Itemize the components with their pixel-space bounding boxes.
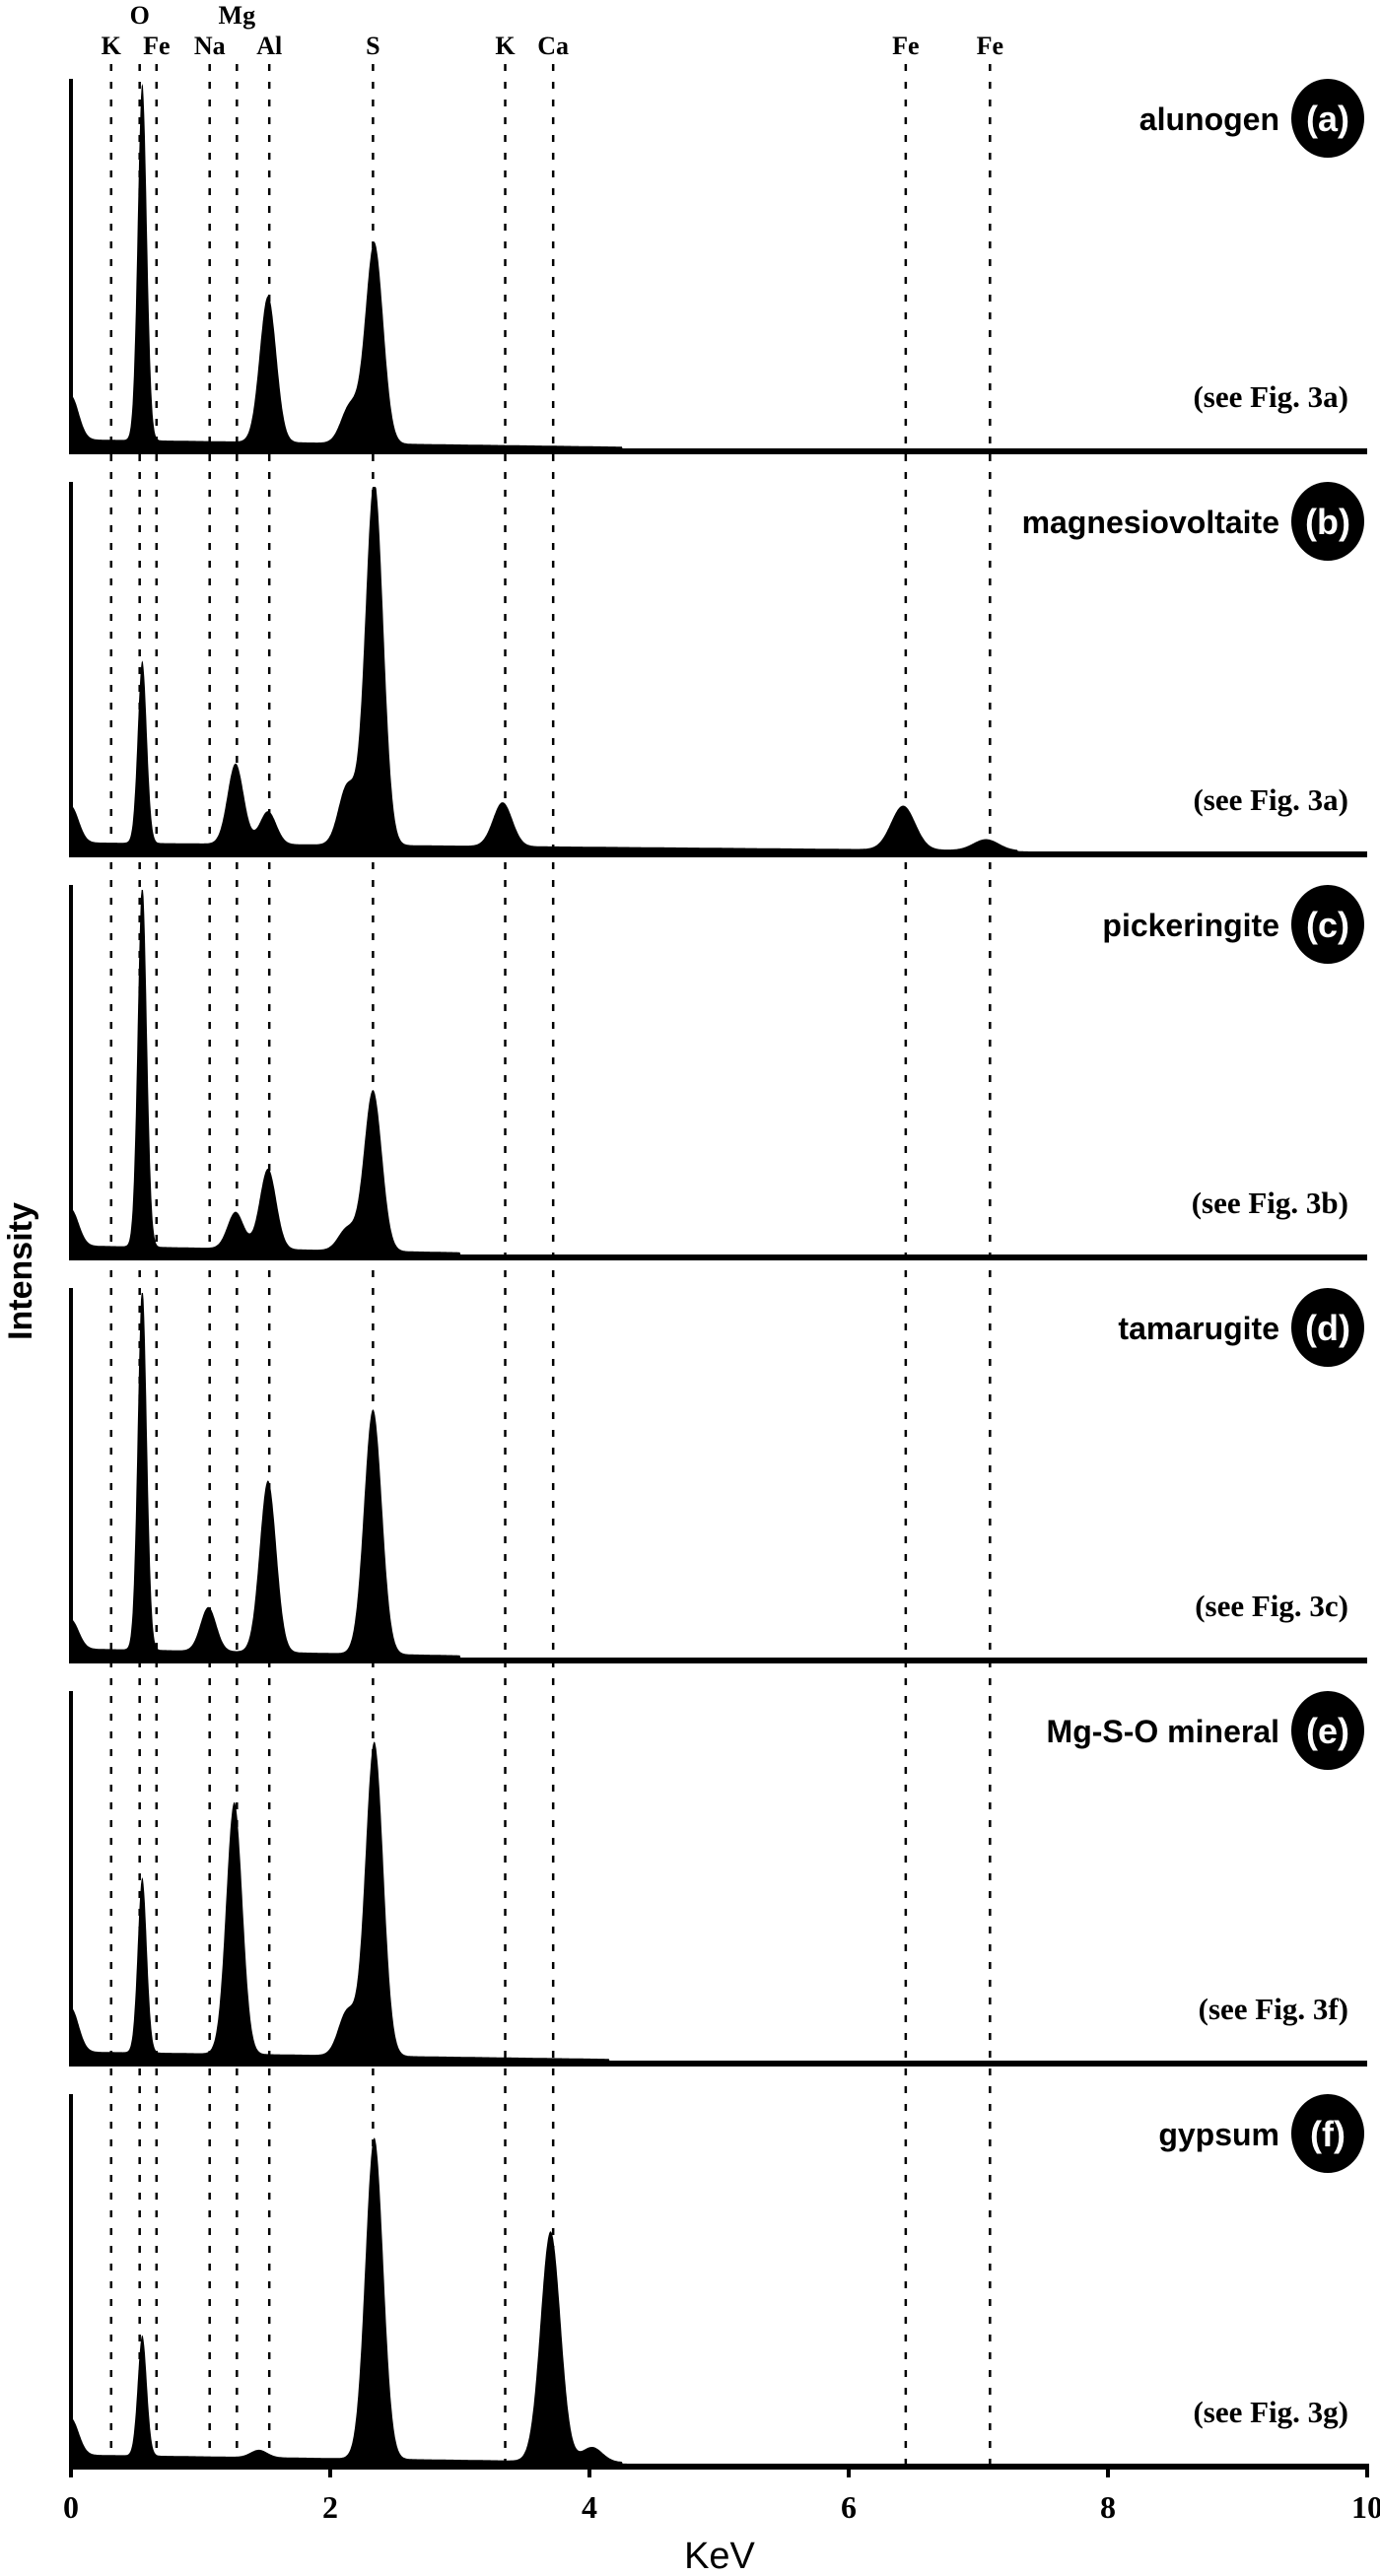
panel-d: tamarugite (d) (see Fig. 3c) — [69, 1288, 1367, 1663]
panel-badge — [1291, 482, 1364, 561]
spectrum-tamarugite — [71, 1293, 1367, 1663]
element-label-k: K — [102, 32, 122, 60]
element-label-fe: Fe — [892, 32, 919, 60]
x-tick-label: 4 — [582, 2489, 597, 2525]
panel-c: pickeringite (c) (see Fig. 3b) — [69, 885, 1367, 1260]
panel-badge — [1291, 1288, 1364, 1367]
panel-letter: (a) — [1306, 99, 1349, 139]
mineral-name: Mg-S-O mineral — [1047, 1714, 1279, 1749]
element-label-ca: Ca — [537, 32, 569, 60]
x-tick-label: 8 — [1100, 2489, 1116, 2525]
spectrum-mg-s-o-mineral — [71, 1741, 1367, 2067]
y-axis-label: Intensity — [2, 1202, 39, 1340]
spectra-panels: alunogen (a)(see Fig. 3a)magnesiovoltaite… — [69, 79, 1367, 2470]
mineral-name: gypsum — [1158, 2117, 1279, 2152]
panel-letter: (c) — [1306, 905, 1349, 945]
element-label-mg: Mg — [219, 1, 256, 30]
mineral-name: alunogen — [1139, 102, 1279, 137]
panel-e: Mg-S-O mineral (e) (see Fig. 3f) — [69, 1691, 1367, 2067]
figure-reference: (see Fig. 3c) — [1195, 1589, 1348, 1623]
element-label-al: Al — [256, 32, 282, 60]
x-tick-label: 2 — [322, 2489, 338, 2525]
panel-badge — [1291, 79, 1364, 158]
x-axis-label: KeV — [684, 2536, 755, 2576]
element-label-s: S — [366, 32, 380, 60]
figure-reference: (see Fig. 3g) — [1193, 2395, 1348, 2429]
panel-badge — [1291, 1691, 1364, 1770]
spectrum-alunogen — [71, 84, 1367, 454]
panel-b: magnesiovoltaite (b) (see Fig. 3a) — [69, 482, 1367, 857]
mineral-name: pickeringite — [1102, 908, 1279, 943]
figure-reference: (see Fig. 3a) — [1193, 782, 1348, 817]
element-label-na: Na — [194, 32, 226, 60]
x-tick-label: 0 — [63, 2489, 79, 2525]
panel-letter: (d) — [1305, 1308, 1350, 1348]
figure-reference: (see Fig. 3f) — [1199, 1992, 1348, 2026]
panel-a: alunogen (a) (see Fig. 3a) — [69, 79, 1367, 454]
spectrum-gypsum — [71, 2137, 1367, 2470]
x-tick-label: 6 — [841, 2489, 857, 2525]
figure-reference: (see Fig. 3b) — [1192, 1186, 1348, 1220]
panel-f: gypsum (f) (see Fig. 3g) — [69, 2094, 1367, 2470]
spectrum-magnesiovoltaite — [71, 487, 1367, 857]
element-label-fe: Fe — [977, 32, 1003, 60]
x-tick-label: 10 — [1351, 2489, 1380, 2525]
mineral-name: tamarugite — [1118, 1311, 1279, 1346]
panel-badge — [1291, 2094, 1364, 2173]
element-label-fe: Fe — [143, 32, 170, 60]
panel-letter: (f) — [1310, 2114, 1346, 2154]
panel-letter: (e) — [1306, 1711, 1349, 1751]
mineral-name: magnesiovoltaite — [1022, 505, 1279, 540]
element-label-o: O — [130, 1, 150, 30]
spectrum-pickeringite — [71, 890, 1367, 1260]
panel-letter: (b) — [1305, 502, 1350, 542]
x-axis: 0 2 4 6 8 10 — [63, 2464, 1380, 2525]
element-label-k: K — [495, 32, 516, 60]
panel-badge — [1291, 885, 1364, 964]
figure-reference: (see Fig. 3a) — [1193, 379, 1348, 414]
